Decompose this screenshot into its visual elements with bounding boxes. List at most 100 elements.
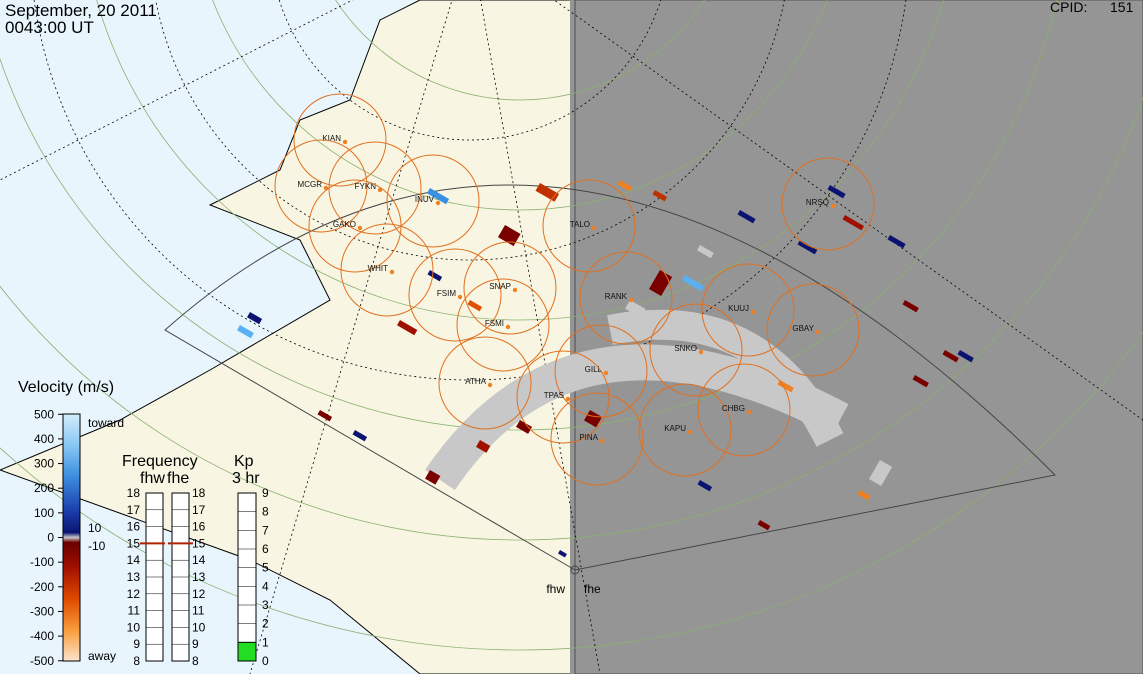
vector: [869, 460, 893, 487]
station-label: INUV: [415, 195, 435, 204]
vector: [957, 350, 974, 363]
station-dot: [628, 297, 634, 303]
station-label: TPAS: [544, 391, 564, 400]
frequency-radar: fhw: [140, 470, 165, 487]
station-label: MCGR: [298, 180, 323, 189]
frequency-tick-label: 18: [192, 486, 206, 500]
kp-bar: [237, 641, 257, 662]
frequency-tick-label: 15: [192, 536, 206, 550]
toward-label: toward: [88, 416, 124, 430]
time: 0043:00 UT: [5, 18, 94, 37]
station-dot: [698, 349, 704, 355]
station-label: FSIM: [437, 289, 456, 298]
fov-circle: [579, 251, 673, 345]
frequency-tick-label: 14: [127, 553, 141, 567]
fov-circle: [638, 383, 732, 477]
station-dot: [505, 324, 511, 330]
threshold-label: 10: [88, 521, 102, 535]
vector: [737, 210, 756, 224]
frequency-tick-label: 15: [127, 536, 141, 550]
kp-tick-label: 7: [262, 523, 269, 537]
station-dot: [746, 409, 752, 415]
station-dot: [750, 309, 756, 315]
frequency-tick-label: 9: [192, 637, 199, 651]
vector: [625, 300, 646, 318]
station-label: RANK: [605, 292, 628, 301]
vector: [317, 410, 333, 422]
vector: [397, 320, 418, 336]
kp-tick-label: 3: [262, 598, 269, 612]
vector: [827, 184, 846, 199]
vector: [425, 470, 441, 485]
velocity-vectors: [237, 180, 974, 558]
vector: [857, 489, 871, 501]
fov-circle: [438, 336, 532, 430]
vector: [797, 240, 818, 255]
station-dot: [830, 203, 836, 209]
fov-circle: [408, 248, 502, 342]
vector: [757, 520, 771, 531]
station-label: NRSQ: [806, 198, 829, 207]
radar-site: [570, 565, 580, 575]
away-label: away: [88, 649, 116, 663]
fov-circle: [550, 392, 644, 486]
land: [0, 0, 576, 674]
fov-circle: [340, 223, 434, 317]
station-dot: [435, 200, 441, 206]
kp-subtitle: 3 hr: [232, 470, 260, 487]
station-dot: [687, 429, 693, 435]
station-dot: [342, 139, 348, 145]
station-label: FYKN: [355, 182, 377, 191]
station-dot: [357, 225, 363, 231]
vector: [652, 190, 668, 202]
fov-circle: [463, 241, 557, 335]
station-label: GAKO: [333, 220, 356, 229]
cpid-label: CPID:: [1050, 0, 1087, 15]
fov-circle: [781, 157, 875, 251]
velocity-tick-label: 300: [34, 457, 54, 471]
vector: [427, 270, 443, 282]
frequency-tick-label: 10: [192, 620, 206, 634]
vector: [887, 235, 906, 249]
vector: [498, 224, 521, 247]
kp-box: [237, 492, 257, 662]
frequency-tick-label: 11: [128, 604, 141, 618]
coast-outline: [574, 0, 1143, 674]
frequency-radar: fhe: [167, 470, 189, 487]
fov-circle: [274, 139, 368, 233]
frequency-tick-label: 8: [192, 654, 199, 668]
fov-circle: [766, 283, 860, 377]
velocity-tick-label: 500: [34, 407, 54, 421]
vector: [912, 375, 929, 388]
frequency-tick-label: 12: [127, 587, 141, 601]
station-label: TALO: [570, 220, 590, 229]
radar-label: fhw: [546, 582, 565, 596]
frequency-tick-label: 17: [127, 503, 141, 517]
station-label: KAPU: [664, 424, 686, 433]
vector: [516, 419, 533, 434]
station-dot: [457, 294, 463, 300]
vector: [902, 300, 919, 313]
velocity-tick-label: -300: [30, 604, 54, 618]
frequency-tick-label: 17: [192, 503, 206, 517]
frequency-tick-label: 16: [127, 520, 141, 534]
station-dot: [599, 438, 605, 444]
station-label: FSMI: [485, 319, 504, 328]
frequency-title: Frequency: [122, 453, 198, 470]
kp-tick-label: 9: [262, 486, 269, 500]
radar-label: fhe: [584, 582, 601, 596]
kp-tick-label: 6: [262, 542, 269, 556]
vector: [476, 440, 491, 453]
cpid: 151: [1110, 0, 1134, 15]
kp-tick-label: 2: [262, 617, 269, 631]
station-label: SNKO: [674, 344, 697, 353]
frequency-tick-label: 11: [192, 604, 205, 618]
velocity-colorbar: [62, 413, 81, 662]
station-label: WHIT: [368, 264, 389, 273]
frequency-tick-label: 13: [127, 570, 141, 584]
vector: [426, 188, 450, 205]
fov-circle: [649, 303, 743, 397]
velocity-tick-label: -400: [30, 629, 54, 643]
